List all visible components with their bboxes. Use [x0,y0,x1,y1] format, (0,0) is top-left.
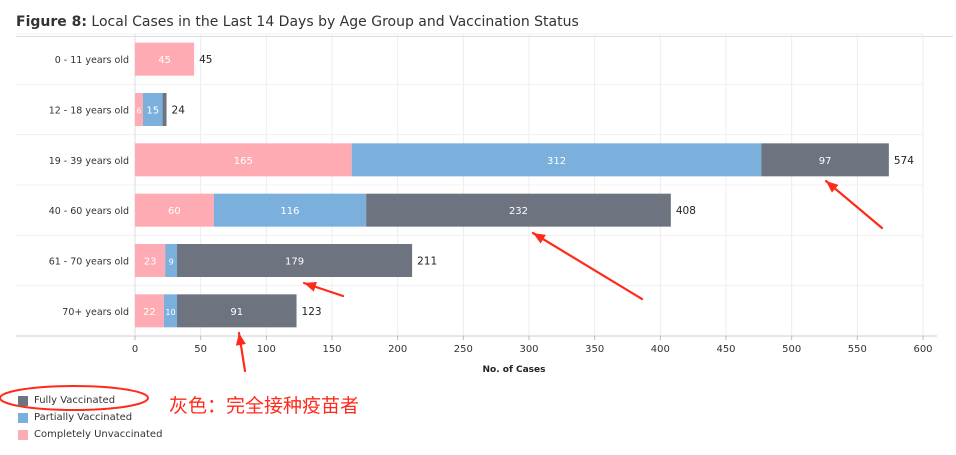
category-label-5: 70+ years old [62,307,129,318]
bar-segment-5-1 [163,294,178,328]
bar-segment-2-0 [135,143,352,177]
bar-value-label-5-2: 91 [230,307,243,318]
bar-value-label-5-1: 10 [165,308,175,317]
bar-value-label-2-2: 97 [819,156,832,167]
category-label-1: 12 - 18 years old [49,106,129,117]
legend-swatch-completely-unvaccinated [18,429,28,440]
x-tick-label-11: 550 [848,344,867,355]
legend-item-partially-vaccinated: Partially Vaccinated [18,409,162,426]
bar-segment-5-2 [177,294,297,328]
bar-segment-2-1 [351,143,762,177]
bar-total-label-1: 24 [172,105,186,117]
category-label-0: 0 - 11 years old [55,55,129,66]
annotation-text: 灰色：完全接种疫苗者 [169,395,360,417]
x-tick-label-1: 50 [194,344,207,355]
annotation-arrow-head-1 [533,233,546,244]
bar-segment-3-2 [366,193,671,227]
bar-value-label-4-1: 9 [169,258,174,267]
bar-segment-4-2 [177,244,413,277]
bar-segment-3-1 [213,193,367,227]
bar-value-label-1-1: 15 [146,106,159,117]
bar-segment-4-0 [135,244,166,277]
bar-segment-3-0 [135,193,214,227]
x-tick-label-9: 450 [716,344,735,355]
bar-value-label-2-1: 312 [547,156,566,167]
legend: Fully Vaccinated Partially Vaccinated Co… [18,392,162,443]
bar-segment-1-0 [135,93,143,126]
bar-value-label-1-0: 6 [136,107,141,116]
annotation-arrow-head-0 [826,181,839,193]
bar-value-label-5-0: 22 [143,307,156,318]
bar-total-label-2: 574 [894,155,914,167]
bar-value-label-3-2: 232 [509,206,528,217]
x-tick-label-4: 200 [388,344,407,355]
title-divider [16,36,953,37]
bar-segment-2-2 [761,143,889,177]
x-tick-label-2: 100 [257,344,276,355]
bar-segment-0-0 [135,42,195,76]
bar-total-label-0: 45 [199,54,212,66]
x-tick-label-3: 150 [322,344,341,355]
bar-segment-5-0 [135,294,164,328]
legend-item-completely-unvaccinated: Completely Unvaccinated [18,426,162,443]
bar-value-label-0-0: 45 [158,55,171,66]
legend-label-completely-unvaccinated: Completely Unvaccinated [34,429,163,440]
bar-segment-4-1 [165,244,178,277]
legend-swatch-partially-vaccinated [18,412,28,423]
x-tick-label-7: 350 [585,344,604,355]
x-tick-label-0: 0 [132,344,138,355]
bar-value-label-3-0: 60 [168,206,181,217]
bar-total-label-5: 123 [302,306,322,318]
x-tick-label-8: 400 [651,344,670,355]
bar-segment-1-1 [142,93,163,126]
chart-title: Figure 8: Local Cases in the Last 14 Day… [16,14,953,37]
annotation-arrow-head-2 [304,281,317,292]
legend-swatch-fully-vaccinated [18,395,28,406]
category-label-4: 61 - 70 years old [49,257,129,268]
legend-label-fully-vaccinated: Fully Vaccinated [34,395,116,406]
x-axis-title: No. of Cases [483,365,546,375]
legend-label-partially-vaccinated: Partially Vaccinated [34,412,133,423]
bar-total-label-4: 211 [417,256,437,268]
bar-segment-1-2 [162,93,167,126]
annotation-arrow-shaft-0 [824,179,884,230]
annotation-ellipse [0,385,149,411]
bar-total-label-3: 408 [676,205,696,217]
x-tick-label-5: 250 [454,344,473,355]
annotation-arrow-head-3 [235,333,246,346]
bar-value-label-4-2: 179 [285,257,304,268]
category-label-2: 19 - 39 years old [49,156,129,167]
x-tick-label-6: 300 [519,344,538,355]
annotation-arrow-shaft-1 [531,231,644,301]
category-label-3: 40 - 60 years old [49,206,129,217]
figure-number: Figure 8: [16,14,87,30]
legend-item-fully-vaccinated: Fully Vaccinated [18,392,162,409]
x-tick-label-10: 500 [782,344,801,355]
bar-value-label-2-0: 165 [234,156,253,167]
bar-value-label-4-0: 23 [144,257,157,268]
x-tick-label-12: 600 [913,344,932,355]
chart-title-text: Local Cases in the Last 14 Days by Age G… [86,14,579,30]
bar-value-label-3-1: 116 [280,206,299,217]
